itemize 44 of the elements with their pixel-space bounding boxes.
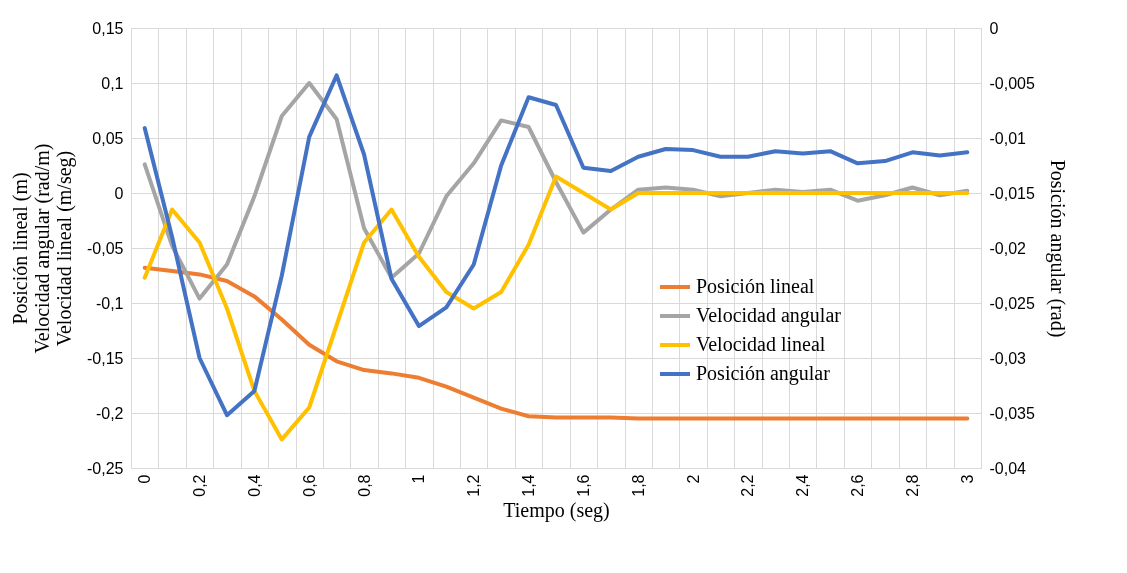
x-tick-label: 1 [410, 474, 428, 484]
x-tick-label: 1,8 [629, 474, 647, 497]
y-tick-label: -0,05 [87, 239, 124, 257]
line-series [142, 73, 970, 418]
y-tick-label: 0 [114, 184, 124, 202]
x-tick-label: 1,2 [465, 474, 483, 497]
y-axis-title: Posición lineal (m) Velocidad angular (rad/m) Velocidad lineal (m/seg) [9, 143, 77, 354]
x-axis-title: Tiempo (seg) [503, 498, 610, 522]
y2-tick-label: -0,035 [989, 404, 1035, 422]
y-tick-label: 0,1 [101, 74, 124, 92]
y2-tick-label: -0,03 [989, 349, 1027, 367]
x-tick-label: 0,8 [355, 474, 373, 497]
y2-axis-title: Posición angular (rad) [1045, 159, 1069, 338]
y2-tick-label: -0,025 [989, 294, 1035, 312]
y2-tick-label: -0,04 [989, 459, 1027, 477]
y-tick-label: -0,1 [95, 294, 124, 312]
y-tick-label: 0,05 [92, 129, 124, 147]
y2-tick-label: -0,01 [989, 129, 1027, 147]
x-tick-label: 0,4 [245, 474, 263, 497]
x-tick-label: 2,4 [794, 474, 812, 497]
y2-tick-label: -0,005 [989, 74, 1035, 92]
y-tick-label: -0,15 [87, 349, 124, 367]
line-series [142, 265, 970, 421]
legend-label: Posición angular [696, 362, 831, 385]
x-tick-label: 2,2 [739, 474, 757, 497]
x-tick-label: 1,4 [520, 474, 538, 497]
x-tick-label: 3 [958, 474, 976, 484]
y-tick-label: -0,25 [87, 459, 124, 477]
y2-tick-label: -0,015 [989, 184, 1035, 202]
y2-tick-label: 0 [989, 19, 999, 37]
legend-label: Velocidad angular [696, 304, 842, 327]
x-tick-label: 0 [136, 474, 154, 484]
x-tick-label: 1,6 [574, 474, 592, 497]
legend-label: Posición lineal [696, 275, 815, 297]
y-tick-label: -0,2 [95, 404, 124, 422]
y2-tick-label: -0,02 [989, 239, 1027, 257]
x-tick-label: 0,2 [191, 474, 209, 497]
x-tick-label: 2,8 [903, 474, 921, 497]
x-tick-label: 0,6 [300, 474, 318, 497]
legend-label: Velocidad lineal [696, 333, 826, 355]
x-tick-label: 2,6 [849, 474, 867, 497]
x-tick-label: 2 [684, 474, 702, 484]
y-tick-label: 0,15 [92, 19, 124, 37]
line-series [142, 174, 970, 442]
